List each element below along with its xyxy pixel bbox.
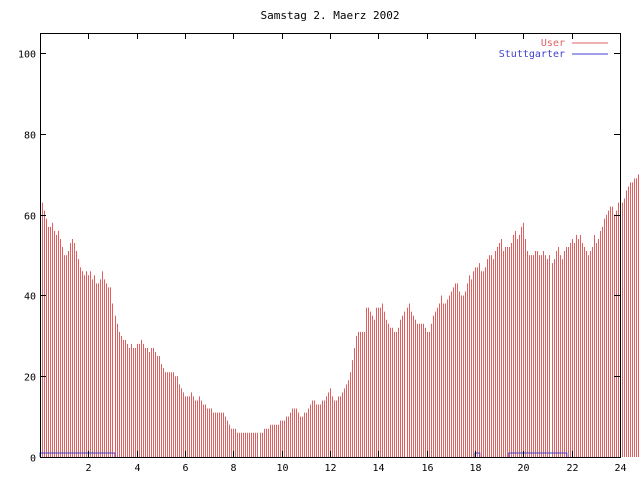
y-tick-label: 0 xyxy=(30,454,36,465)
y-tick-label: 60 xyxy=(24,212,36,223)
x-tick-label: 4 xyxy=(134,463,140,474)
x-tick-label: 6 xyxy=(182,463,188,474)
x-tick-label: 14 xyxy=(372,463,384,474)
x-tick-label: 8 xyxy=(230,463,236,474)
chart-title: Samstag 2. Maerz 2002 xyxy=(260,9,399,22)
x-tick-label: 20 xyxy=(517,463,529,474)
stuttgarter-segment xyxy=(39,452,116,457)
y-tick-label: 20 xyxy=(24,373,36,384)
x-tick-label: 10 xyxy=(276,463,288,474)
legend-label-stuttgarter: Stuttgarter xyxy=(499,49,565,60)
y-tick-label: 40 xyxy=(24,292,36,303)
y-tick-label: 100 xyxy=(18,50,36,61)
stuttgarter-segment xyxy=(508,452,568,457)
y-tick-label: 80 xyxy=(24,131,36,142)
x-tick-label: 24 xyxy=(614,463,626,474)
legend-label-user: User xyxy=(541,38,565,49)
legend: User Stuttgarter xyxy=(499,38,608,60)
x-tick-label: 16 xyxy=(421,463,433,474)
x-tick-label: 22 xyxy=(566,463,578,474)
x-tick-label: 12 xyxy=(324,463,336,474)
user-series-bars xyxy=(40,174,639,457)
x-tick-label: 18 xyxy=(469,463,481,474)
x-tick-label: 2 xyxy=(85,463,91,474)
